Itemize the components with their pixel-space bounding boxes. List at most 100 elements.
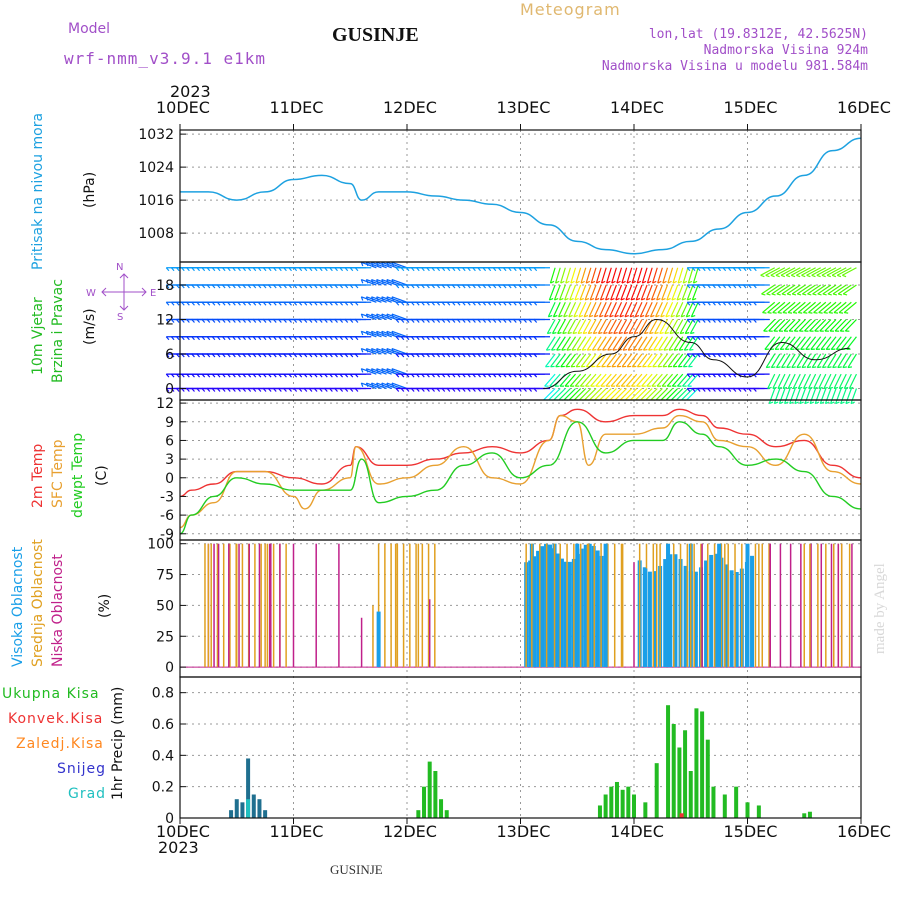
wind-barb-head [456, 353, 461, 358]
wind-barb-head [781, 366, 786, 369]
wind-barb-head [472, 388, 476, 392]
wind-barb [664, 319, 674, 334]
wind-barb-head [421, 267, 425, 272]
wind-barb [648, 319, 658, 334]
wind-barb-head [206, 336, 211, 341]
wind-barb-head [712, 388, 716, 392]
wind-barb [622, 336, 633, 351]
wind-barb-head [702, 301, 706, 306]
total-precip-bar [444, 810, 449, 818]
wind-barb-head [191, 301, 195, 306]
wind-barb-head [288, 353, 292, 358]
high-cloud-bar [729, 570, 734, 668]
wind-barb-head [523, 301, 527, 306]
wind-barb [602, 336, 612, 351]
wind-barb-head [637, 280, 642, 284]
wind-barb-head [712, 373, 716, 378]
wind-barb-head [324, 336, 328, 341]
bottom-day-label: 10DEC [156, 822, 210, 841]
wind-barb-head [737, 284, 742, 289]
wind-barb-head [206, 353, 211, 358]
wind-barb-head [395, 336, 400, 341]
wind-barb-head [508, 336, 512, 341]
wind-barb [788, 319, 801, 332]
wind-barb-head [518, 336, 522, 341]
pressure-line [179, 137, 862, 255]
wind-barb-head [832, 366, 837, 369]
wind-barb [642, 353, 653, 368]
temperature-ytick-label: -9 [160, 527, 174, 543]
wind-barb-head [682, 280, 688, 284]
wind-barb-head [324, 373, 328, 378]
wind-barb-head [416, 336, 420, 341]
wind-barb-head [620, 297, 625, 301]
wind-barb-head [791, 366, 796, 369]
wind-barb-head [186, 319, 190, 323]
wind-barb-head [410, 353, 415, 358]
wind-barb-head [319, 373, 323, 378]
wind-barb-head [339, 336, 344, 341]
low-cloud-bar [279, 543, 281, 668]
wind-barb-head [242, 284, 246, 289]
wind-barb-head [247, 319, 252, 323]
wind-barb-head [252, 388, 257, 392]
wind-barb-head [668, 348, 674, 351]
wind-barb [371, 330, 387, 338]
wind-barb [630, 373, 643, 387]
mid-cloud-bar [396, 543, 399, 668]
wind-barb-head [821, 274, 826, 278]
wind-barb-head [748, 336, 752, 341]
wind-barb-head [451, 267, 456, 272]
wind-barb [795, 336, 806, 350]
wind-barb-head [827, 366, 832, 369]
wind-barb [681, 284, 689, 301]
high-cloud-bar [714, 553, 719, 668]
wind-barb-head [827, 293, 832, 296]
wind-barb-head [360, 348, 364, 353]
wind-barb-head [690, 332, 695, 335]
wind-barb-head [349, 301, 354, 306]
total-precip-bar [683, 730, 688, 818]
wind-barb-head [732, 301, 737, 306]
wind-barb [672, 267, 679, 284]
wind-barb [786, 284, 801, 295]
wind-barb-head [477, 267, 481, 272]
wind-barb [361, 347, 377, 355]
wind-barb [667, 267, 674, 284]
wind-barb-head [303, 353, 308, 358]
wind-barb-head [395, 319, 400, 323]
wind-barb-head [252, 301, 257, 306]
wind-barb [681, 388, 694, 401]
wind-barb-head [753, 319, 757, 323]
low-cloud-bar [213, 543, 215, 668]
wind-barb-head [502, 284, 507, 289]
wind-barb-head [329, 301, 333, 306]
wind-barb-head [313, 267, 318, 272]
wind-barb-head [227, 301, 231, 306]
wind-barb-head [497, 267, 502, 272]
wind-barb [827, 284, 842, 295]
wind-barb-head [431, 373, 435, 378]
wind-barb-head [472, 319, 476, 323]
wind-barb [549, 267, 556, 284]
wind-barb-head [426, 301, 430, 306]
wind-barb [579, 284, 587, 301]
wind-barb-head [592, 348, 597, 351]
wind-barb-head [727, 301, 732, 306]
wind-barb-head [237, 284, 241, 289]
wind-barb [802, 373, 812, 389]
wind-barb-head [405, 284, 410, 289]
wind-barb-head [844, 386, 849, 390]
wind-barb [781, 284, 796, 295]
wind-barb-head [334, 284, 338, 289]
wind-barb [690, 301, 699, 318]
wind-barb [381, 368, 397, 375]
wind-barb [558, 301, 566, 318]
wind-barb [652, 353, 663, 368]
wind-barb [814, 388, 822, 404]
wind-barb-head [605, 297, 610, 301]
wind-barb-head [487, 301, 492, 306]
wind-barb [572, 319, 582, 334]
mid-cloud-bar [825, 543, 827, 668]
wind-barb [654, 319, 663, 334]
